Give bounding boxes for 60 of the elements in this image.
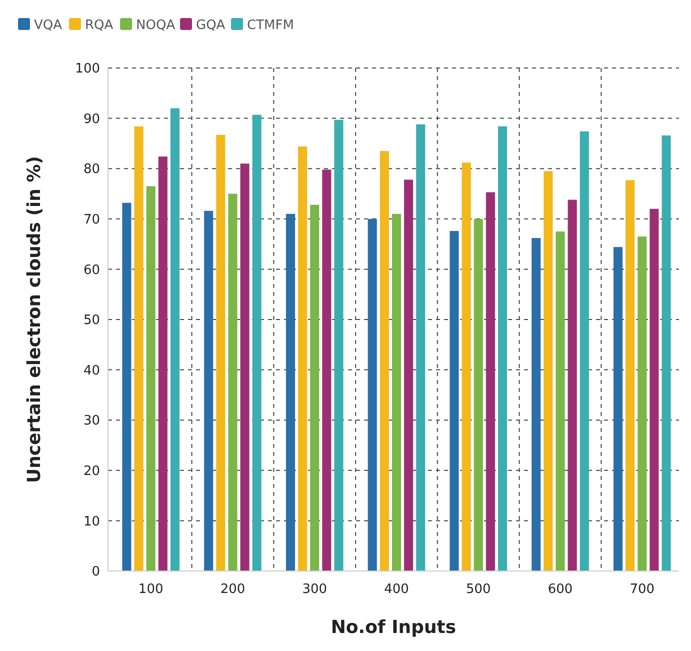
legend-label: GQA: [196, 18, 226, 33]
y-tick-label: 70: [83, 212, 100, 228]
bar: [298, 146, 308, 571]
bar: [462, 162, 471, 571]
bar: [228, 194, 238, 571]
y-tick-label: 100: [75, 62, 100, 77]
bar: [498, 126, 508, 571]
x-tick-label: 200: [220, 582, 246, 597]
bar: [380, 150, 389, 571]
legend-label: RQA: [85, 18, 114, 33]
y-tick-label: 30: [83, 414, 100, 429]
bar: [122, 202, 132, 571]
bar: [580, 131, 589, 571]
bar: [486, 192, 495, 571]
bar: [544, 171, 553, 571]
bar: [240, 164, 250, 571]
bar: [626, 180, 635, 571]
x-tick-label: 400: [384, 582, 409, 597]
bar: [216, 134, 226, 571]
bar: [450, 230, 459, 571]
bar: [146, 186, 156, 571]
bar: [568, 200, 577, 571]
y-tick-label: 60: [83, 262, 100, 278]
bar: [650, 208, 659, 571]
bar: [392, 214, 402, 571]
bar: [158, 156, 168, 571]
bar: [613, 247, 623, 571]
x-tick-label: 300: [302, 582, 328, 597]
bar: [310, 204, 320, 571]
y-tick-label: 0: [92, 564, 100, 580]
bar: [286, 214, 296, 571]
x-tick-label: 100: [138, 582, 164, 597]
x-tick-label: 500: [466, 582, 491, 597]
bar: [416, 124, 426, 571]
y-tick-label: 90: [83, 112, 100, 127]
bar: [322, 170, 332, 571]
bar: [368, 218, 377, 571]
y-tick-label: 10: [83, 514, 100, 530]
legend-label: VQA: [34, 18, 62, 33]
legend-label: CTMFM: [247, 18, 294, 33]
bar: [404, 180, 414, 571]
legend-label: NOQA: [136, 18, 176, 33]
bar: [474, 218, 483, 571]
x-axis-title: No.of Inputs: [330, 617, 456, 638]
y-tick-label: 40: [83, 363, 100, 378]
bar: [134, 126, 144, 571]
y-tick-label: 50: [83, 313, 100, 328]
bar: [638, 236, 647, 571]
bar: [334, 120, 344, 571]
y-axis-title: Uncertain electron clouds (in %): [24, 156, 45, 483]
bar: [556, 231, 565, 571]
bar: [662, 135, 671, 571]
bar: [204, 210, 214, 571]
x-tick-label: 600: [548, 582, 573, 597]
bar: [170, 108, 180, 571]
bar: [252, 114, 262, 571]
bar: [532, 238, 541, 571]
x-tick-label: 700: [630, 582, 655, 597]
y-tick-label: 20: [83, 464, 100, 479]
y-tick-label: 80: [83, 162, 100, 178]
